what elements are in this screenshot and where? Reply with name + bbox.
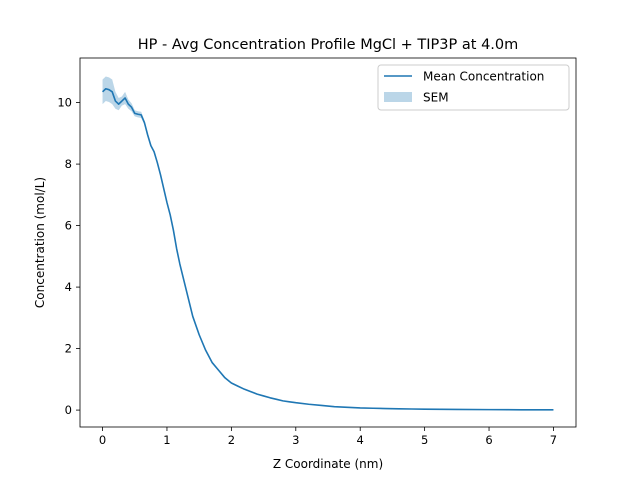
legend-box — [377, 64, 570, 111]
x-tick-label: 1 — [163, 433, 170, 447]
x-tick-label: 5 — [421, 433, 428, 447]
legend-band-swatch — [384, 92, 412, 102]
x-tick-label: 7 — [550, 433, 557, 447]
chart-title: HP - Avg Concentration Profile MgCl + TI… — [138, 37, 519, 53]
y-tick-label: 0 — [65, 403, 72, 417]
y-tick-label: 4 — [65, 280, 72, 294]
x-tick-label: 3 — [292, 433, 299, 447]
x-axis-label: Z Coordinate (nm) — [273, 457, 383, 471]
legend-label-mean: Mean Concentration — [423, 70, 544, 84]
x-tick-label: 4 — [357, 433, 364, 447]
x-tick-label: 6 — [485, 433, 492, 447]
x-tick-label: 2 — [228, 433, 235, 447]
x-tick-label: 0 — [99, 433, 106, 447]
y-tick-label: 10 — [57, 96, 72, 110]
legend-label-sem: SEM — [423, 91, 449, 105]
y-axis-label: Concentration (mol/L) — [33, 177, 47, 308]
legend: Mean Concentration SEM — [377, 64, 570, 111]
plot-area — [101, 76, 554, 411]
sem-band — [102, 76, 148, 138]
axis-ticks: 0 1 2 3 4 5 6 7 0 2 4 6 8 10 — [57, 96, 557, 447]
y-tick-label: 8 — [65, 157, 72, 171]
y-tick-label: 6 — [65, 219, 72, 233]
axes-frame — [79, 57, 577, 428]
mean-concentration-line — [101, 87, 554, 411]
y-tick-label: 2 — [65, 342, 72, 356]
